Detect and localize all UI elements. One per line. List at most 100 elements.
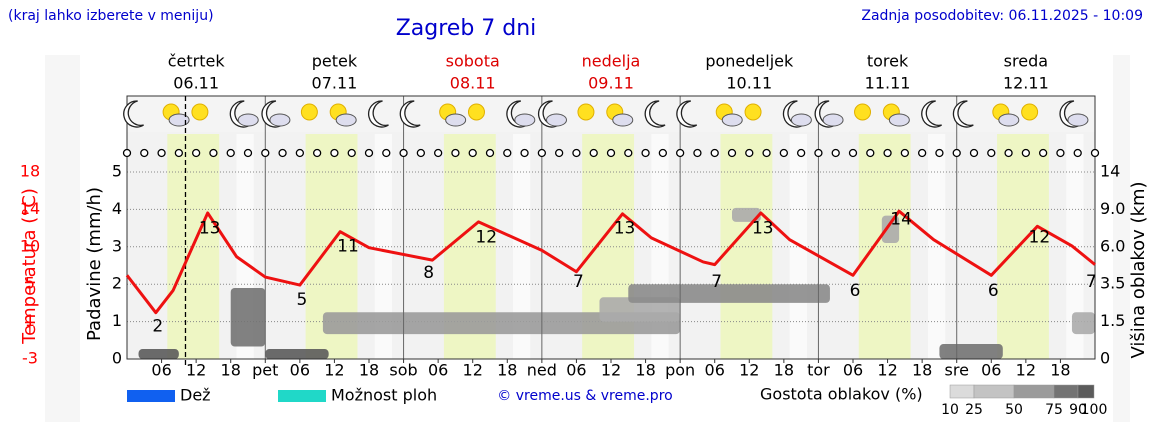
x-tick-label: 06 xyxy=(981,361,1001,380)
cloud-layer xyxy=(1071,312,1095,335)
density-swatch xyxy=(973,384,1015,399)
temperature-label: 12 xyxy=(1029,227,1051,247)
wind-marker xyxy=(174,148,184,158)
y-tick-label: 5 xyxy=(112,162,122,181)
update-time: Zadnja posodobitev: 06.11.2025 - 10:09 xyxy=(861,8,1143,24)
day-name: torek xyxy=(867,52,909,71)
x-tick-label: 12 xyxy=(324,361,344,380)
chart-title: Zagreb 7 dni xyxy=(396,16,537,41)
cloud-layer xyxy=(599,297,681,322)
wind-marker xyxy=(226,148,235,158)
density-swatch xyxy=(1053,384,1079,399)
wind-marker xyxy=(883,148,892,158)
x-tick-label: 18 xyxy=(497,361,517,380)
wind-marker xyxy=(503,148,512,158)
day-name: sobota xyxy=(446,52,500,71)
y-tick-label: 3 xyxy=(112,236,122,255)
wind-marker xyxy=(364,148,374,158)
wind-marker xyxy=(451,148,460,158)
wind-marker xyxy=(952,148,961,158)
x-tick-label: 18 xyxy=(774,361,794,380)
wind-marker xyxy=(866,148,875,158)
density-label: 75 xyxy=(1045,402,1063,418)
wind-marker xyxy=(848,148,858,158)
legend-swatch xyxy=(278,390,326,402)
cloud-icon xyxy=(790,113,812,127)
day-date: 06.11 xyxy=(173,74,219,93)
x-tick-label: 18 xyxy=(221,361,241,380)
cloud-icon xyxy=(168,113,190,127)
cloud-layer xyxy=(322,312,681,335)
wind-marker xyxy=(572,148,581,158)
wind-marker xyxy=(606,148,616,158)
moon-icon xyxy=(952,100,974,128)
wind-marker xyxy=(261,148,270,158)
cloud-icon xyxy=(888,113,910,127)
cloud-icon xyxy=(335,113,357,127)
day-date: 08.11 xyxy=(450,74,496,93)
wind-marker xyxy=(122,148,132,158)
x-tick-label: 12 xyxy=(1016,361,1036,380)
cloud-icon xyxy=(612,113,634,127)
wind-marker xyxy=(796,148,806,158)
temperature-label: 7 xyxy=(1086,272,1097,292)
density-swatch xyxy=(1077,384,1095,399)
night-band xyxy=(513,134,531,359)
wind-marker xyxy=(658,148,668,158)
temperature-label: 7 xyxy=(711,272,722,292)
x-tick-label: 06 xyxy=(428,361,448,380)
cloud-layer xyxy=(628,284,830,303)
cloud-icon xyxy=(1067,113,1089,127)
sun-icon xyxy=(467,103,485,121)
y-tick-label: 2 xyxy=(112,274,122,293)
y-tick-label: 4 xyxy=(112,199,122,218)
moon-icon xyxy=(368,100,389,128)
wind-marker xyxy=(831,148,840,158)
y2-tick-label: 6.0 xyxy=(1100,236,1125,255)
wind-marker xyxy=(433,148,443,158)
temperature-label: 5 xyxy=(296,290,307,310)
note: (kraj lahko izberete v meniju) xyxy=(8,8,214,24)
x-tick-label: 18 xyxy=(635,361,655,380)
x-tick-label: sob xyxy=(389,361,417,380)
temperature-tick-label: 10 xyxy=(20,236,40,255)
wind-marker xyxy=(745,148,754,158)
cloud-icon xyxy=(546,113,567,127)
x-tick-label: 12 xyxy=(877,361,897,380)
y2-axis-title: Višina oblakov (km) xyxy=(1128,181,1149,358)
wind-marker xyxy=(312,148,322,158)
wind-marker xyxy=(347,148,356,158)
cloud-layer xyxy=(230,287,266,347)
y-axis-title: Padavine (mm/h) xyxy=(84,187,105,341)
x-tick-label: 06 xyxy=(705,361,725,380)
temperature-label: 6 xyxy=(850,281,861,301)
cloud-layer xyxy=(881,215,900,244)
side-panel xyxy=(1113,55,1130,422)
density-label: 10 xyxy=(941,402,959,418)
day-name: nedelja xyxy=(582,52,641,71)
legend-label: Dež xyxy=(180,386,211,405)
wind-marker xyxy=(243,148,253,158)
temperature-tick-label: 18 xyxy=(20,162,40,181)
daylight-band xyxy=(720,134,773,359)
y-tick-label: 1 xyxy=(112,311,122,330)
wind-marker xyxy=(779,148,789,158)
temperature-tick-label: 14 xyxy=(20,199,40,218)
cloud-icon xyxy=(269,113,291,127)
night-band xyxy=(927,134,946,359)
x-tick-label: sre xyxy=(945,361,969,380)
moon-icon xyxy=(399,100,421,128)
sun-icon xyxy=(1021,103,1039,121)
day-name: ponedeljek xyxy=(705,52,794,71)
temperature-tick-label: -3 xyxy=(22,349,38,368)
x-tick-label: 06 xyxy=(151,361,171,380)
cloud-layer xyxy=(732,207,761,222)
wind-marker xyxy=(191,148,201,158)
temperature-label: 12 xyxy=(475,227,497,247)
cloud-icon xyxy=(237,113,259,127)
wind-marker xyxy=(537,148,547,158)
x-tick-label: 18 xyxy=(1050,361,1070,380)
cloud-icon xyxy=(514,113,536,127)
night-band xyxy=(374,134,393,359)
